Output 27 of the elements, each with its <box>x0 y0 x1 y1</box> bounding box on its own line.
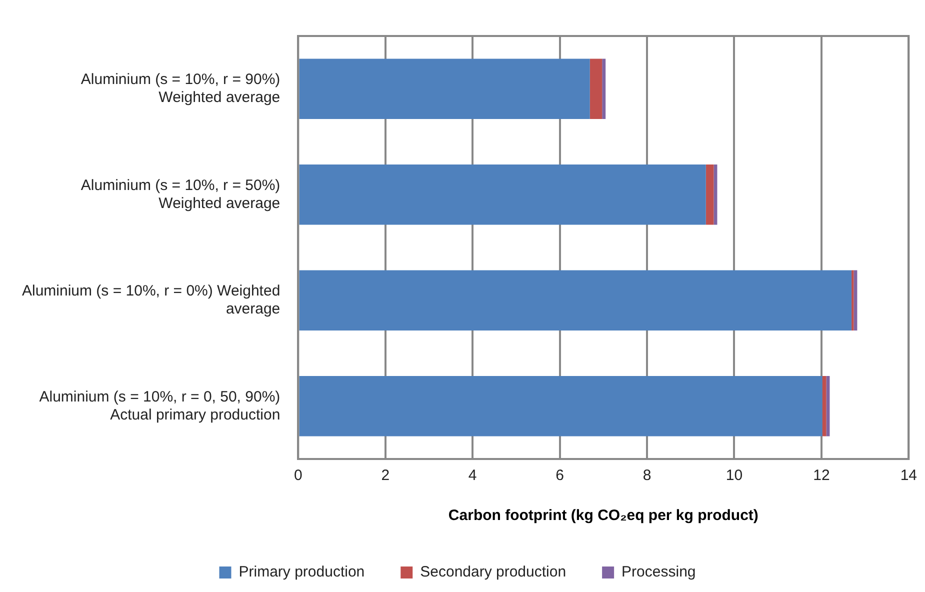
bar <box>706 164 714 225</box>
bar <box>299 164 706 225</box>
x-tick-label: 6 <box>556 467 564 484</box>
x-tick-label: 4 <box>468 467 477 484</box>
bar <box>299 270 852 331</box>
bar <box>602 58 606 120</box>
y-tick-label: Aluminium (s = 10%, r = 90%) Weighted average <box>80 71 280 106</box>
x-tick-label: 12 <box>813 467 830 484</box>
bar <box>854 270 858 331</box>
legend-label: Processing <box>622 564 696 581</box>
bar <box>299 58 590 120</box>
bar <box>714 164 718 225</box>
x-tick-label: 2 <box>381 467 390 484</box>
x-tick-label: 8 <box>642 467 652 484</box>
bar <box>826 376 830 436</box>
y-tick-label: Aluminium (s = 10%, r = 50%) Weighted average <box>80 176 280 212</box>
x-tick-label: 14 <box>900 467 917 484</box>
bar <box>590 58 602 120</box>
y-tick-label: Aluminium (s = 10%, r = 0, 50, 90%) Actual primary production <box>39 388 280 424</box>
legend-label: Secondary production <box>420 564 566 581</box>
bar <box>299 376 822 436</box>
legend-label: Primary production <box>238 564 365 581</box>
y-tick-label: Aluminium (s = 10%, r = 0%) Weighted average <box>22 282 280 318</box>
x-axis-title: Carbon footprint (kg CO₂eq per kg product) <box>448 507 758 524</box>
bar <box>822 376 826 436</box>
x-tick-label: 0 <box>294 467 302 484</box>
x-tick-label: 10 <box>726 467 743 484</box>
